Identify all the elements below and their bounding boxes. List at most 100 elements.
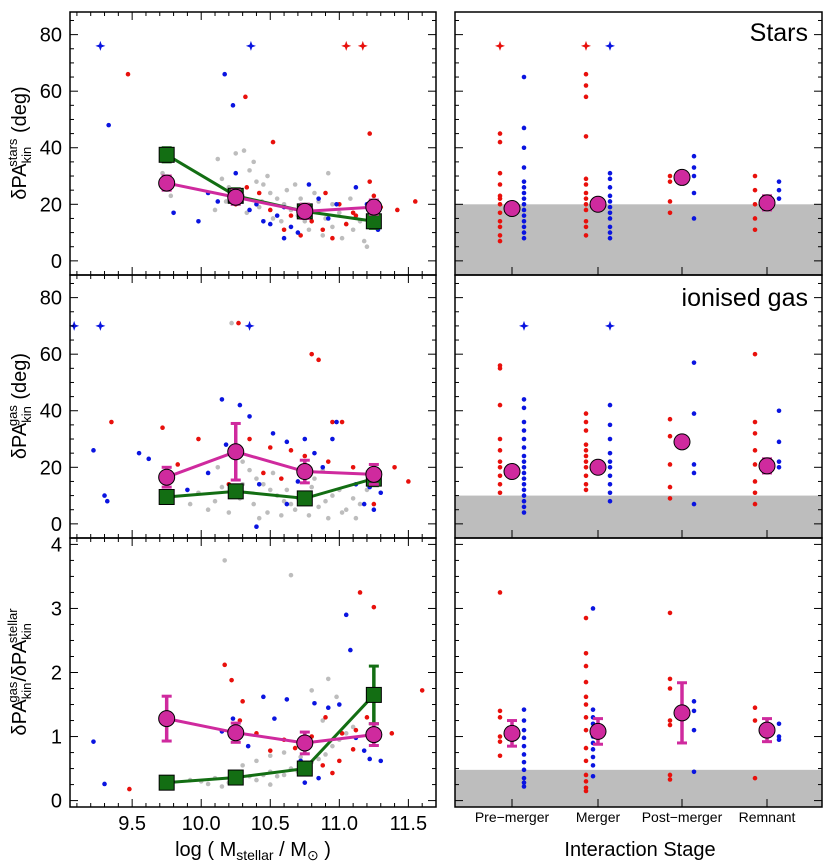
red-point xyxy=(752,227,758,233)
control-point xyxy=(233,151,239,156)
red-point xyxy=(667,676,673,682)
interacting-bin-circle xyxy=(296,734,314,752)
control-point xyxy=(357,501,363,507)
control-point xyxy=(160,170,165,176)
control-point xyxy=(265,173,270,179)
blue-point xyxy=(267,221,273,227)
blue-point xyxy=(261,218,266,224)
blue-point xyxy=(607,490,613,496)
blue-point xyxy=(245,743,251,749)
x-tick-label: 11.5 xyxy=(390,813,427,835)
control-point xyxy=(212,498,218,504)
red-point xyxy=(109,419,114,425)
shaded-threshold-region xyxy=(455,769,822,807)
blue-point xyxy=(334,202,339,207)
control-point xyxy=(219,484,225,490)
red-point xyxy=(752,501,758,507)
red-point xyxy=(667,416,673,422)
y-axis-label: δPAkingas (deg) xyxy=(5,353,34,459)
interacting-bin-circle xyxy=(227,443,245,461)
stage-mean-circle xyxy=(758,721,776,739)
blue-point xyxy=(691,360,697,365)
red-point xyxy=(583,94,589,100)
interacting-bin-circle xyxy=(227,188,245,206)
red-point xyxy=(350,747,356,752)
interacting-bin-circle xyxy=(365,198,383,216)
red-point xyxy=(497,238,503,244)
control-bin-square xyxy=(158,488,175,505)
y-tick-label: 0 xyxy=(51,251,62,273)
blue-point xyxy=(237,402,243,408)
red-point xyxy=(267,207,273,213)
control-point xyxy=(254,777,259,783)
y-tick-label: 40 xyxy=(40,401,62,423)
left-panel-frame xyxy=(69,11,437,276)
red-point xyxy=(583,772,589,778)
red-point xyxy=(364,715,370,720)
blue-point xyxy=(521,780,527,785)
blue-point xyxy=(102,493,107,498)
red-point xyxy=(419,688,425,693)
y-tick-label: 3 xyxy=(51,598,62,620)
y-axis-label: δPAkingas/δPAkinstellar xyxy=(5,608,34,736)
red-point xyxy=(367,131,373,136)
blue-point xyxy=(353,185,359,190)
control-point xyxy=(334,694,339,700)
red-point xyxy=(583,196,589,201)
red-point xyxy=(667,199,673,204)
control-point xyxy=(323,752,328,757)
control-bin-square xyxy=(365,213,382,230)
panel-frames xyxy=(69,11,823,808)
blue-point xyxy=(521,125,527,131)
stage-mean-circle xyxy=(758,194,776,212)
red-point xyxy=(125,71,131,77)
control-point xyxy=(284,187,290,193)
red-point xyxy=(752,775,758,781)
red-point xyxy=(497,465,503,470)
control-point xyxy=(168,193,174,199)
red-point xyxy=(298,233,303,238)
red-point xyxy=(583,207,589,213)
red-point xyxy=(279,476,284,481)
blue-point xyxy=(343,612,349,618)
blue-point xyxy=(334,419,339,425)
control-point xyxy=(316,504,321,510)
stage-mean-circle xyxy=(673,433,691,451)
red-point xyxy=(497,402,503,408)
blue-point xyxy=(233,170,239,176)
red-point xyxy=(497,170,503,176)
blue-point xyxy=(691,153,697,159)
blue-point xyxy=(691,699,697,704)
control-point xyxy=(267,753,273,759)
blue-point xyxy=(325,705,331,711)
blue-point xyxy=(106,122,111,128)
red-point xyxy=(343,221,349,227)
stage-tick-label: Merger xyxy=(576,809,621,825)
blue-point xyxy=(302,780,308,785)
red-point xyxy=(395,207,400,213)
control-binned-line xyxy=(166,693,375,785)
red-point xyxy=(583,71,589,77)
red-point xyxy=(497,366,503,371)
control-point xyxy=(247,467,252,473)
galaxy-points xyxy=(69,40,782,794)
red-point xyxy=(267,445,273,450)
red-point xyxy=(752,216,758,221)
upper-limit-marker xyxy=(95,320,106,331)
blue-point xyxy=(607,224,613,230)
red-point xyxy=(583,176,589,182)
blue-point xyxy=(607,176,613,182)
stage-mean-circle xyxy=(758,457,776,475)
blue-point xyxy=(302,436,308,442)
red-point xyxy=(583,785,589,791)
blue-point xyxy=(521,165,527,170)
blue-point xyxy=(521,405,527,411)
control-point xyxy=(325,170,331,176)
blue-point xyxy=(607,170,613,176)
control-point xyxy=(270,216,276,221)
red-point xyxy=(350,210,356,216)
blue-point xyxy=(691,727,697,733)
right-x-axis-label: Interaction Stage xyxy=(564,839,715,861)
red-point xyxy=(497,210,503,216)
blue-point xyxy=(521,481,527,487)
